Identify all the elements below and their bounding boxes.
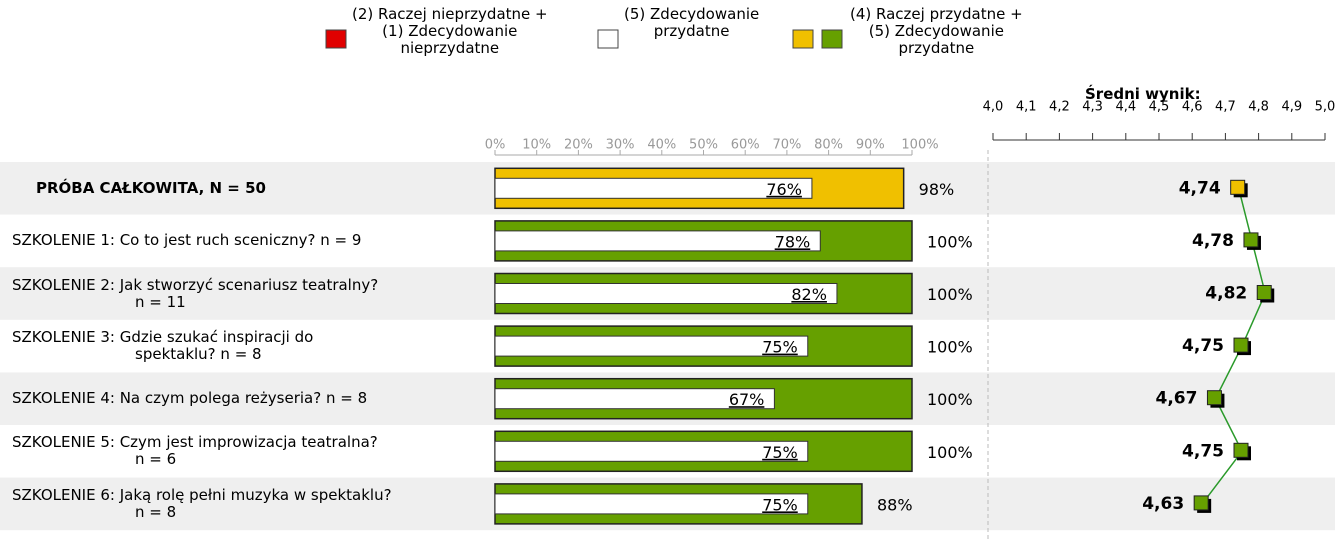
bar-value-label: 67% bbox=[729, 390, 765, 409]
x2-tick-label: 4,1 bbox=[1016, 100, 1037, 115]
mean-marker bbox=[1243, 232, 1259, 248]
x2-tick-label: 4,5 bbox=[1149, 100, 1170, 115]
mean-label: 4,78 bbox=[1192, 231, 1234, 251]
mean-marker bbox=[1230, 179, 1246, 195]
bar bbox=[494, 388, 775, 410]
bar-value-label: 76% bbox=[766, 180, 802, 199]
mean-marker bbox=[1193, 495, 1209, 511]
x-tick-label: 40% bbox=[647, 138, 676, 153]
bar bbox=[494, 493, 809, 515]
mean-label: 4,67 bbox=[1155, 389, 1197, 409]
bar-value-label: 75% bbox=[762, 338, 798, 357]
mean-marker bbox=[1256, 285, 1272, 300]
category-label: SZKOLENIE 6: Jaką rolę pełni muzyka w sp… bbox=[12, 485, 392, 521]
category-label: SZKOLENIE 5: Czym jest improwizacja teat… bbox=[12, 433, 378, 469]
x-tick-label: 100% bbox=[901, 138, 938, 153]
bar bbox=[494, 177, 813, 199]
category-label: SZKOLENIE 3: Gdzie szukać inspiracji do … bbox=[12, 328, 314, 364]
legend-swatch bbox=[821, 29, 843, 49]
bar-total-label: 100% bbox=[927, 285, 973, 304]
category-label: SZKOLENIE 1: Co to jest ruch sceniczny? … bbox=[12, 231, 362, 250]
x-tick-label: 10% bbox=[522, 138, 551, 153]
category-label: SZKOLENIE 2: Jak stworzyć scenariusz tea… bbox=[12, 275, 379, 311]
category-label: PRÓBA CAŁKOWITA, N = 50 bbox=[36, 178, 266, 197]
legend-label: (2) Raczej nieprzydatne + (1) Zdecydowan… bbox=[352, 5, 548, 57]
x-tick-label: 30% bbox=[606, 138, 635, 153]
legend-swatch bbox=[325, 29, 347, 49]
x-tick-label: 20% bbox=[564, 138, 593, 153]
x2-tick-label: 4,3 bbox=[1082, 100, 1103, 115]
mean-label: 4,82 bbox=[1205, 284, 1247, 304]
x2-tick-label: 4,0 bbox=[983, 100, 1004, 115]
mean-label: 4,75 bbox=[1182, 441, 1224, 461]
x2-tick-label: 4,4 bbox=[1115, 100, 1136, 115]
mean-label: 4,74 bbox=[1179, 178, 1221, 198]
x2-tick-label: 4,7 bbox=[1215, 100, 1236, 115]
x-tick-label: 70% bbox=[772, 138, 801, 153]
x-tick-label: 80% bbox=[814, 138, 843, 153]
bar-total-label: 88% bbox=[877, 495, 913, 514]
x2-tick-label: 4,6 bbox=[1182, 100, 1203, 115]
legend-label: (5) Zdecydowanie przydatne bbox=[624, 5, 760, 40]
x2-tick-label: 4,2 bbox=[1049, 100, 1070, 115]
legend-swatch bbox=[792, 29, 814, 49]
bar bbox=[494, 230, 821, 252]
x-tick-label: 50% bbox=[689, 138, 718, 153]
mean-marker bbox=[1233, 337, 1249, 353]
legend-swatch bbox=[597, 29, 619, 49]
x-tick-label: 0% bbox=[485, 138, 506, 153]
bar bbox=[494, 440, 809, 462]
mean-marker bbox=[1206, 390, 1222, 406]
mean-label: 4,75 bbox=[1182, 336, 1224, 356]
bar-value-label: 82% bbox=[791, 285, 827, 304]
bar-total-label: 100% bbox=[927, 443, 973, 462]
bar bbox=[494, 335, 809, 357]
bar-total-label: 100% bbox=[927, 232, 973, 251]
legend-label: (4) Raczej przydatne + (5) Zdecydowanie … bbox=[850, 5, 1023, 57]
x2-tick-label: 4,8 bbox=[1248, 100, 1269, 115]
x2-tick-label: 4,9 bbox=[1281, 100, 1302, 115]
bar-total-label: 98% bbox=[919, 180, 955, 199]
x2-tick-label: 5,0 bbox=[1315, 100, 1335, 115]
mean-label: 4,63 bbox=[1142, 494, 1184, 514]
category-label: SZKOLENIE 4: Na czym polega reżyseria? n… bbox=[12, 389, 368, 408]
bar bbox=[494, 283, 838, 304]
bar-value-label: 78% bbox=[775, 232, 811, 251]
bar-total-label: 100% bbox=[927, 390, 973, 409]
x-tick-label: 90% bbox=[856, 138, 885, 153]
bar-value-label: 75% bbox=[762, 495, 798, 514]
x-tick-label: 60% bbox=[731, 138, 760, 153]
bar-total-label: 100% bbox=[927, 338, 973, 357]
mean-marker bbox=[1233, 442, 1249, 458]
bar-value-label: 75% bbox=[762, 443, 798, 462]
mean-title: Średni wynik: bbox=[1085, 85, 1201, 103]
